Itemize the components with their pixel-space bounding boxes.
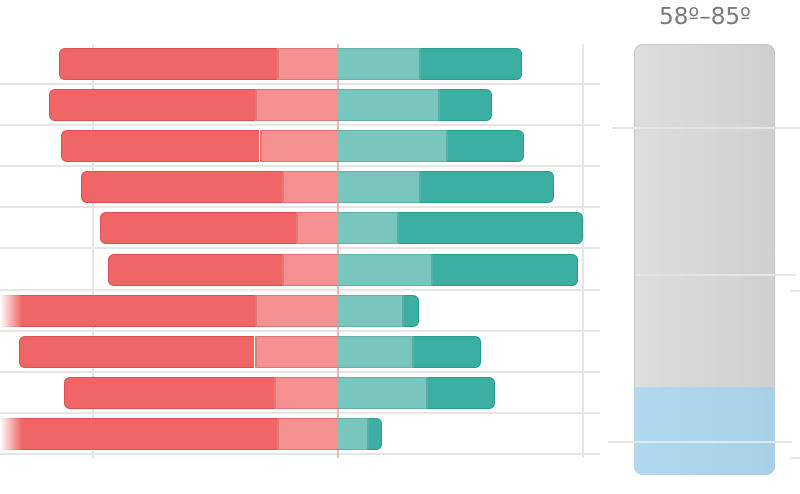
gridline [0, 165, 600, 167]
bar-negative-strong [64, 377, 275, 409]
gridline [0, 206, 600, 208]
bar-negative-strong [0, 295, 255, 327]
gridline [582, 44, 584, 458]
bar-positive-strong [402, 295, 419, 327]
bar-negative-strong [49, 89, 255, 121]
bar-positive-strong [367, 418, 382, 450]
gridline [791, 290, 800, 292]
bar-positive-weak [338, 89, 438, 121]
gridline [0, 330, 600, 332]
bar-negative-weak [255, 336, 338, 368]
bar-positive-strong [426, 377, 495, 409]
bar-positive-weak [338, 171, 419, 203]
bar-negative-strong [108, 254, 282, 286]
gridline [791, 457, 800, 459]
bar-positive-weak [338, 377, 426, 409]
bar-negative-weak [282, 171, 338, 203]
bar-positive-weak [338, 130, 446, 162]
bar-negative-strong [81, 171, 282, 203]
gridline [92, 44, 94, 458]
bar-positive-weak [338, 418, 367, 450]
gridline [636, 274, 796, 276]
bar-positive-strong [397, 212, 583, 244]
bar-positive-strong [419, 171, 554, 203]
gridline [0, 289, 600, 291]
bar-negative-strong [61, 130, 259, 162]
bar-positive-weak [338, 212, 397, 244]
bar-negative-strong [0, 418, 277, 450]
gridline [0, 453, 600, 455]
bar-positive-strong [419, 48, 522, 80]
bar-positive-strong [412, 336, 481, 368]
gridline [0, 124, 600, 126]
diverging-bar-chart [0, 44, 600, 458]
bar-positive-strong [446, 130, 524, 162]
bar-negative-weak [277, 48, 338, 80]
bar-negative-weak [282, 254, 338, 286]
gridline [0, 247, 600, 249]
bar-negative-weak [274, 377, 338, 409]
bar-negative-weak [255, 89, 338, 121]
thermometer-gauge [634, 44, 775, 475]
bar-negative-weak [296, 212, 338, 244]
gridline [0, 371, 600, 373]
bar-negative-strong [59, 48, 277, 80]
bar-negative-weak [277, 418, 338, 450]
bar-negative-weak [255, 295, 338, 327]
bar-negative-strong [100, 212, 296, 244]
bar-positive-weak [338, 295, 402, 327]
bar-positive-weak [338, 336, 412, 368]
gridline [612, 127, 800, 129]
zero-axis [337, 44, 339, 458]
bar-negative-strong [19, 336, 254, 368]
bar-positive-weak [338, 48, 419, 80]
bar-positive-strong [438, 89, 492, 121]
gridline [608, 441, 792, 443]
thermometer-range-label: 58º–85º [659, 4, 751, 30]
bar-positive-strong [431, 254, 578, 286]
bar-positive-weak [338, 254, 431, 286]
bar-negative-weak [260, 130, 338, 162]
gridline [0, 83, 600, 85]
gridline [0, 412, 600, 414]
thermometer-fill [634, 386, 775, 475]
